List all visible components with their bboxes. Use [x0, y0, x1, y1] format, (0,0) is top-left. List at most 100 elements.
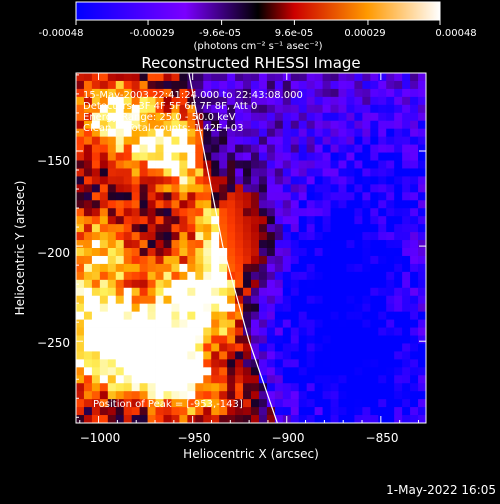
heatmap-cell [219, 351, 228, 360]
heatmap-cell [115, 232, 125, 241]
heatmap-cell [83, 216, 93, 225]
heatmap-cell [274, 168, 284, 177]
heatmap-cell [346, 200, 355, 209]
heatmap-cell [219, 311, 228, 320]
heatmap-cell [139, 255, 148, 265]
heatmap-cell [107, 383, 117, 392]
heatmap-cell [147, 144, 156, 153]
heatmap-cell [76, 287, 85, 297]
heatmap-cell [290, 248, 300, 257]
heatmap-cell [346, 192, 355, 201]
heatmap-cell [330, 407, 339, 416]
heatmap-cell [171, 359, 180, 368]
heatmap-cell [322, 96, 331, 106]
heatmap-cell [163, 80, 172, 90]
heatmap-cell [147, 375, 156, 384]
heatmap-cell [187, 216, 196, 225]
heatmap-cell [195, 399, 204, 408]
heatmap-cell [354, 200, 363, 209]
heatmap-cell [274, 295, 284, 305]
heatmap-cell [99, 128, 109, 138]
heatmap-cell [258, 399, 268, 408]
heatmap-cell [418, 279, 426, 289]
heatmap-cell [322, 224, 331, 233]
heatmap-cell [258, 176, 268, 185]
heatmap-cell [227, 120, 236, 130]
heatmap-cell [282, 216, 292, 225]
heatmap-cell [179, 112, 188, 122]
heatmap-cell [171, 88, 180, 98]
heatmap-cell [179, 279, 188, 289]
heatmap-cell [115, 383, 125, 392]
heatmap-cell [386, 176, 395, 185]
heatmap-cell [306, 224, 316, 233]
heatmap-cell [338, 73, 347, 82]
heatmap-cell [346, 152, 355, 161]
heatmap-cell [322, 319, 331, 328]
heatmap-cell [274, 255, 284, 265]
heatmap-cell [306, 168, 316, 177]
heatmap-cell [378, 335, 387, 344]
heatmap-cell [394, 224, 403, 233]
heatmap-cell [314, 88, 323, 98]
heatmap-cell [338, 335, 347, 344]
heatmap-cell [346, 391, 355, 400]
heatmap-cell [330, 184, 339, 193]
heatmap-cell [362, 88, 371, 98]
heatmap-cell [115, 415, 125, 423]
heatmap-cell [91, 73, 101, 82]
heatmap-cell [378, 232, 387, 241]
heatmap-cell [251, 351, 260, 360]
heatmap-cell [378, 319, 387, 328]
heatmap-cell [179, 399, 188, 408]
heatmap-cell [378, 399, 387, 408]
heatmap-cell [298, 112, 308, 122]
heatmap-cell [370, 287, 379, 297]
heatmap-cell [298, 295, 308, 305]
heatmap-cell [203, 208, 212, 217]
heatmap-cell [274, 399, 284, 408]
heatmap-cell [418, 415, 426, 423]
heatmap-cell [410, 232, 419, 241]
heatmap-cell [243, 375, 252, 384]
heatmap-cell [147, 271, 156, 281]
heatmap-cell [410, 279, 419, 289]
heatmap-cell [274, 176, 284, 185]
heatmap-cell [99, 415, 109, 423]
heatmap-cell [314, 295, 323, 305]
heatmap-cell [227, 144, 236, 153]
heatmap-cell [410, 96, 419, 106]
heatmap-cell [362, 96, 371, 106]
heatmap-cell [386, 128, 395, 138]
heatmap-cell [402, 295, 411, 305]
heatmap-cell [115, 287, 125, 297]
heatmap-cell [402, 144, 411, 153]
heatmap-cell [171, 263, 180, 273]
heatmap-cell [258, 208, 268, 217]
heatmap-cell [123, 80, 133, 90]
heatmap-cell [402, 287, 411, 297]
heatmap-cell [314, 287, 323, 297]
heatmap-cell [386, 391, 395, 400]
heatmap-cell [394, 216, 403, 225]
heatmap-cell [322, 160, 331, 169]
heatmap-cell [235, 104, 244, 114]
heatmap-cell [314, 80, 323, 90]
heatmap-cell [171, 279, 180, 289]
heatmap-cell [378, 248, 387, 257]
heatmap-cell [306, 144, 316, 153]
heatmap-cell [338, 311, 347, 320]
heatmap-cell [330, 144, 339, 153]
heatmap-cell [211, 96, 220, 106]
heatmap-cell [91, 152, 101, 161]
heatmap-cell [410, 351, 419, 360]
heatmap-cell [83, 303, 93, 313]
heatmap-cell [243, 144, 252, 153]
heatmap-cell [219, 208, 228, 217]
heatmap-cell [211, 136, 220, 145]
heatmap-cell [330, 104, 339, 114]
heatmap-cell [91, 136, 101, 145]
heatmap-cell [235, 391, 244, 400]
heatmap-cell [211, 319, 220, 328]
